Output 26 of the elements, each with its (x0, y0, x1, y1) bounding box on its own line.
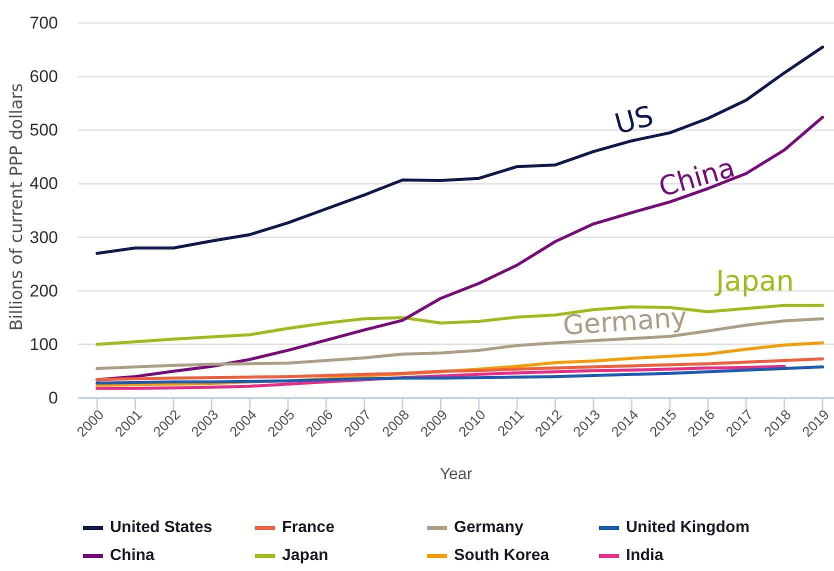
legend-label: Japan (282, 547, 328, 565)
x-axis-title: Year (438, 466, 474, 484)
y-tick-label: 700 (30, 14, 58, 32)
annotation: China (656, 152, 738, 204)
legend-label: India (626, 547, 664, 565)
line-series (96, 304, 824, 346)
annotation: Japan (714, 264, 794, 298)
annotation: US (611, 99, 657, 141)
line-series (96, 365, 824, 384)
y-tick-label: 200 (30, 281, 58, 300)
y-axis-title: Billions of current PPP dollars (7, 82, 27, 330)
legend-label: France (282, 519, 334, 537)
line-series (96, 46, 824, 255)
legend-label: United States (110, 519, 212, 537)
y-tick-label: 300 (30, 228, 58, 247)
y-tick-label: 0 (48, 388, 58, 408)
legend-label: China (110, 547, 154, 565)
annotation: Germany (562, 302, 688, 342)
legend-label: South Korea (454, 547, 550, 565)
legend-label: United Kingdom (626, 519, 750, 537)
line-series (96, 357, 824, 382)
y-tick-label: 500 (30, 120, 58, 140)
y-tick-label: 400 (30, 174, 58, 194)
legend-label: Germany (454, 519, 524, 537)
y-tick-label: 600 (30, 67, 58, 86)
y-tick-label: 100 (30, 334, 58, 354)
